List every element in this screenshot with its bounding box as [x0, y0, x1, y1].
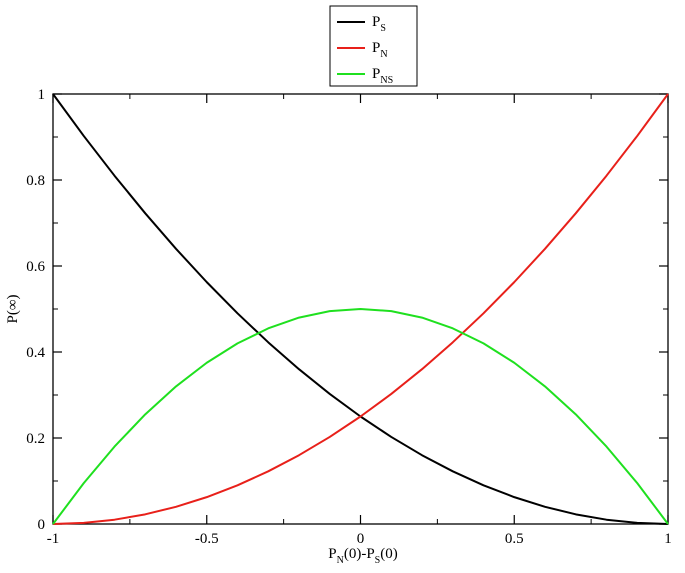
legend: PS PN PNS — [329, 5, 418, 87]
y-tick-label: 0.6 — [26, 259, 45, 275]
y-tick-label: 0.4 — [26, 345, 45, 361]
axis-ticks: -1 -0.5 0 0.5 1 0 0.2 0.4 0.6 0.8 1 — [26, 87, 672, 547]
x-axis-title: PN(0)-PS(0) — [328, 546, 397, 566]
x-tick-label: -0.5 — [195, 531, 219, 547]
y-tick-label: 0.2 — [26, 431, 45, 447]
y-tick-label: 0.8 — [26, 173, 45, 189]
legend-box — [329, 5, 418, 87]
y-tick-label: 1 — [38, 87, 46, 103]
y-axis-title: P(∞) — [5, 294, 21, 323]
y-tick-label: 0 — [38, 517, 46, 533]
legend-label: PN — [372, 40, 388, 60]
x-tick-label: 0.5 — [505, 531, 524, 547]
x-tick-label: 0 — [357, 531, 365, 547]
x-tick-label: 1 — [664, 531, 672, 547]
legend-label: PS — [372, 14, 386, 34]
legend-label: PNS — [372, 66, 393, 86]
series-line-pns — [52, 308, 669, 525]
series-lines — [52, 93, 669, 525]
series-line-pn — [52, 93, 669, 525]
x-tick-label: -1 — [47, 531, 60, 547]
